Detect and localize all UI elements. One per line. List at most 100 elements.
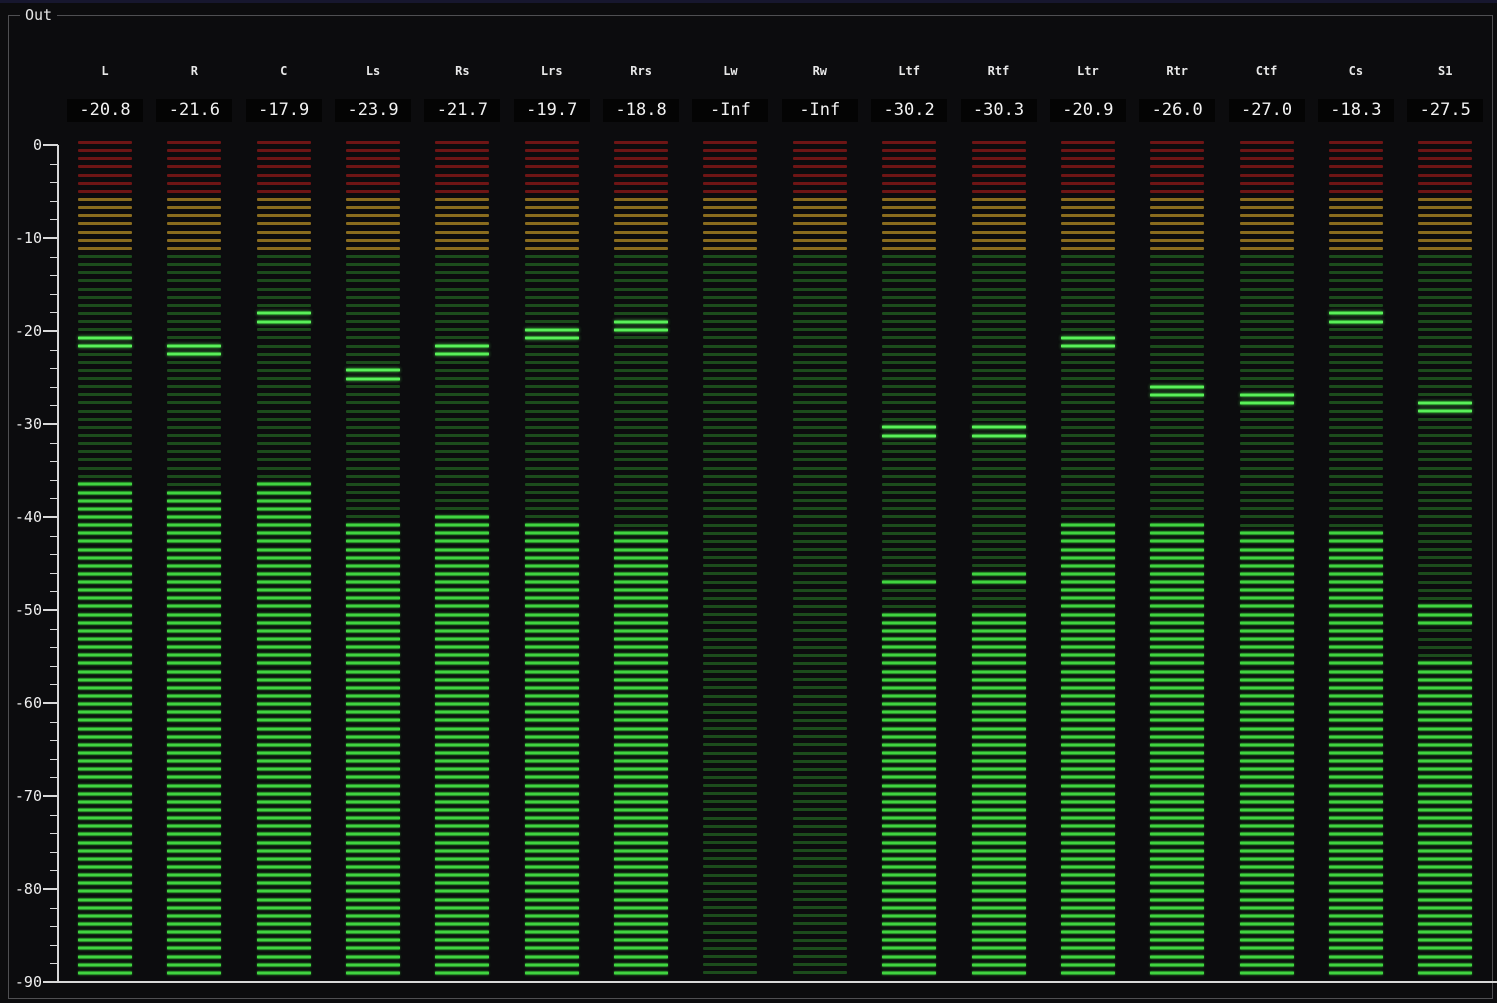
meter-segment xyxy=(614,637,668,641)
meter-segment xyxy=(1329,645,1383,649)
meter-segment xyxy=(1329,678,1383,682)
meter-segment xyxy=(703,524,757,527)
meter-segment xyxy=(346,556,400,560)
meter-segment xyxy=(167,873,221,877)
meter-segment xyxy=(78,702,132,706)
meter-segment xyxy=(1150,596,1204,600)
meter-segment xyxy=(257,426,311,429)
meter-segment xyxy=(346,938,400,942)
meter-segment xyxy=(167,458,221,461)
meter-segment xyxy=(703,638,757,641)
meter-segment xyxy=(614,426,668,429)
meter-segment xyxy=(1150,898,1204,902)
axis-minor-tick xyxy=(50,759,58,760)
meter-segment xyxy=(257,556,311,560)
meter-segment xyxy=(1150,735,1204,739)
meter-segment xyxy=(78,645,132,649)
meter-segment xyxy=(1061,686,1115,690)
meter-segment xyxy=(703,467,757,470)
meter-segment xyxy=(793,939,847,942)
meter-segment xyxy=(1418,914,1472,918)
meter-segment xyxy=(1329,604,1383,608)
meter-segment xyxy=(1061,604,1115,608)
meter-segment xyxy=(882,483,936,486)
meter-segment xyxy=(435,613,489,617)
meter-segment xyxy=(257,613,311,617)
meter-segment xyxy=(1418,824,1472,828)
meter-segment xyxy=(614,718,668,722)
meter-segment xyxy=(346,678,400,682)
meter-segment xyxy=(257,922,311,926)
meter-segment xyxy=(346,889,400,893)
meter-segment xyxy=(1150,865,1204,869)
meter-segment xyxy=(1329,710,1383,714)
meter-segment xyxy=(78,629,132,633)
meter-bar-s1 xyxy=(1418,0,1472,1003)
meter-segment xyxy=(346,483,400,486)
meter-segment xyxy=(257,946,311,950)
meter-segment xyxy=(793,638,847,641)
meter-segment xyxy=(346,702,400,706)
meter-segment xyxy=(703,752,757,755)
meter-segment xyxy=(435,523,489,527)
meter-segment xyxy=(614,727,668,731)
meter-segment xyxy=(435,702,489,706)
meter-segment xyxy=(1240,263,1294,266)
meter-segment xyxy=(614,149,668,152)
meter-segment xyxy=(614,572,668,576)
meter-segment xyxy=(1329,311,1383,315)
meter-segment xyxy=(1150,410,1204,413)
meter-segment xyxy=(882,190,936,193)
meter-segment xyxy=(1150,922,1204,926)
meter-segment xyxy=(614,735,668,739)
meter-segment xyxy=(1329,759,1383,763)
meter-segment xyxy=(435,369,489,372)
meter-segment xyxy=(793,239,847,242)
meter-segment xyxy=(882,499,936,502)
meter-segment xyxy=(614,288,668,291)
meter-segment xyxy=(1240,653,1294,657)
meter-segment xyxy=(1329,450,1383,453)
meter-segment xyxy=(346,653,400,657)
meter-segment xyxy=(167,344,221,348)
meter-segment xyxy=(1061,475,1115,478)
meter-segment xyxy=(1418,328,1472,331)
meter-segment xyxy=(972,832,1026,836)
meter-segment xyxy=(78,271,132,274)
meter-segment xyxy=(346,247,400,250)
meter-segment xyxy=(882,597,936,600)
meter-segment xyxy=(1150,458,1204,461)
meter-segment xyxy=(614,653,668,657)
meter-segment xyxy=(703,515,757,518)
meter-segment xyxy=(882,800,936,804)
meter-segment xyxy=(882,653,936,657)
meter-segment xyxy=(78,727,132,731)
meter-segment xyxy=(972,963,1026,967)
meter-segment xyxy=(882,157,936,160)
meter-segment xyxy=(1240,401,1294,405)
meter-segment xyxy=(435,279,489,282)
meter-segment xyxy=(703,874,757,877)
meter-segment xyxy=(1150,271,1204,274)
meter-segment xyxy=(972,377,1026,380)
meter-segment xyxy=(346,604,400,608)
meter-segment xyxy=(167,613,221,617)
meter-segment xyxy=(167,450,221,453)
meter-segment xyxy=(78,442,132,445)
meter-segment xyxy=(1061,523,1115,527)
meter-segment xyxy=(703,548,757,551)
meter-segment xyxy=(167,304,221,307)
meter-segment xyxy=(1150,816,1204,820)
meter-segment xyxy=(1418,751,1472,755)
meter-segment xyxy=(1150,564,1204,568)
meter-segment xyxy=(78,458,132,461)
meter-segment xyxy=(346,539,400,543)
meter-segment xyxy=(614,182,668,185)
meter-segment xyxy=(703,434,757,437)
meter-segment xyxy=(525,475,579,478)
meter-segment xyxy=(1150,214,1204,217)
meter-segment xyxy=(882,239,936,242)
meter-segment xyxy=(1329,458,1383,461)
meter-segment xyxy=(882,889,936,893)
meter-bar-rtf xyxy=(972,0,1026,1003)
